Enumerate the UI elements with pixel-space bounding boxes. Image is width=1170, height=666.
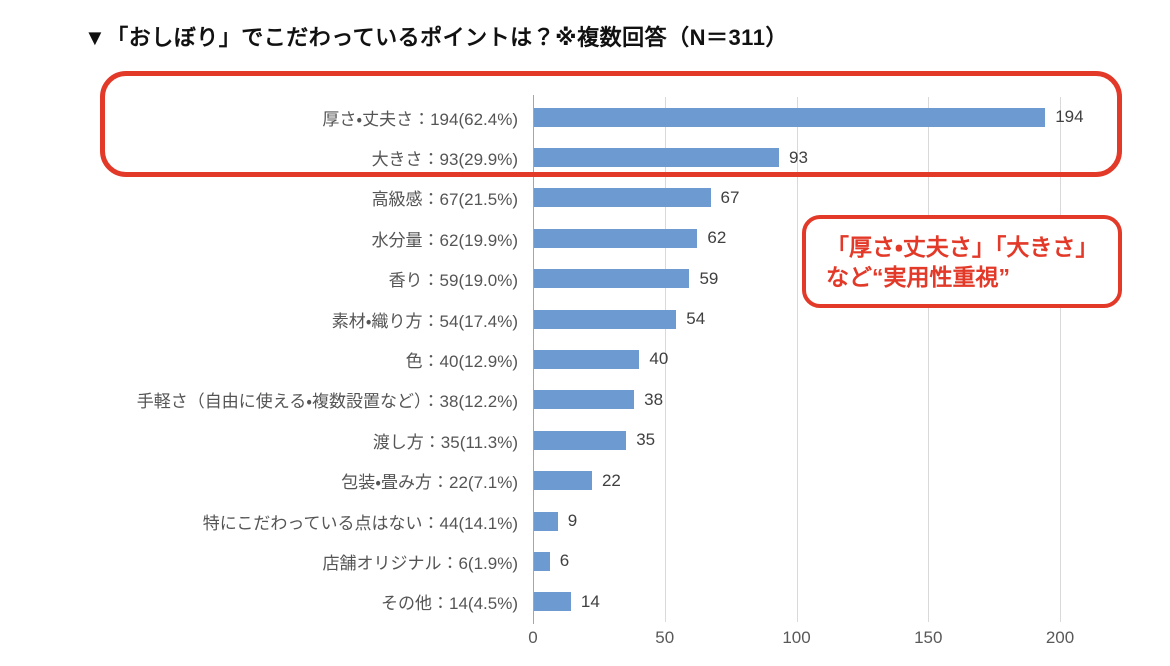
bar: [534, 592, 571, 612]
bar-value-label: 22: [601, 470, 621, 490]
bar: [534, 188, 711, 208]
category-label: 高級感：67(21.5%): [371, 190, 518, 210]
bar: [534, 471, 592, 491]
bar: [534, 228, 698, 248]
bar: [534, 511, 558, 531]
category-label: 大きさ：93(29.9%): [371, 150, 518, 170]
category-label: 包装・畳み方：22(7.1%): [341, 473, 518, 493]
bar: [534, 430, 627, 450]
category-label: 水分量：62(19.9%): [371, 230, 518, 250]
bar-value-label: 54: [686, 309, 706, 329]
bar-value-label: 62: [707, 228, 727, 248]
bar-value-label: 6: [559, 551, 570, 571]
bar-value-label: 9: [567, 511, 578, 531]
bar: [534, 551, 550, 571]
bar-value-label: 93: [789, 147, 808, 167]
bar-value-label: 194: [1055, 107, 1084, 127]
bar: [534, 269, 690, 289]
category-label: 渡し方：35(11.3%): [372, 432, 518, 452]
bar: [534, 107, 1046, 127]
category-label: 厚さ・丈夫さ：194(62.4%): [322, 109, 518, 129]
category-label: 素材・織り方：54(17.4%): [331, 311, 518, 331]
bar-value-label: 59: [699, 268, 719, 288]
category-label: 色：40(12.9%): [405, 351, 518, 371]
x-tick-label: 0: [528, 628, 538, 647]
x-tick-label: 100: [782, 628, 811, 647]
bar-value-label: 67: [720, 187, 740, 207]
bar-value-label: 35: [636, 430, 656, 450]
gridline: [928, 97, 930, 622]
callout-text-line1: 「厚さ・丈夫さ」「大きさ」: [826, 233, 1099, 260]
category-label: その他：14(4.5%): [381, 594, 518, 614]
bar-value-label: 40: [649, 349, 669, 369]
y-axis-line: [533, 95, 534, 624]
gridline: [1060, 97, 1061, 622]
bar-value-label: 38: [644, 389, 664, 409]
callout-box: 「厚さ・丈夫さ」「大きさ」 など“実用性重視”: [802, 215, 1122, 308]
bar: [534, 390, 635, 410]
gridline: [796, 97, 798, 622]
category-label: 店舗オリジナル：6(1.9%): [322, 553, 518, 573]
x-tick-label: 150: [914, 628, 943, 647]
category-label: 手軽さ（自由に使える・複数設置など）：38(12.2%): [136, 392, 518, 412]
gridline: [664, 97, 666, 622]
category-label: 香り：59(19.0%): [388, 271, 518, 291]
chart-title: ▼「おしぼり」でこだわっているポイントは？※複数回答（N＝311）: [84, 25, 788, 50]
category-label: 特にこだわっている点はない：44(14.1%): [202, 513, 518, 533]
x-tick-label: 50: [655, 628, 675, 647]
bar: [534, 309, 677, 329]
callout-text-line2: など“実用性重視”: [826, 263, 1010, 290]
bar: [534, 350, 640, 369]
x-tick-label: 200: [1045, 628, 1075, 647]
bar-value-label: 14: [580, 591, 600, 611]
bar: [534, 148, 780, 168]
